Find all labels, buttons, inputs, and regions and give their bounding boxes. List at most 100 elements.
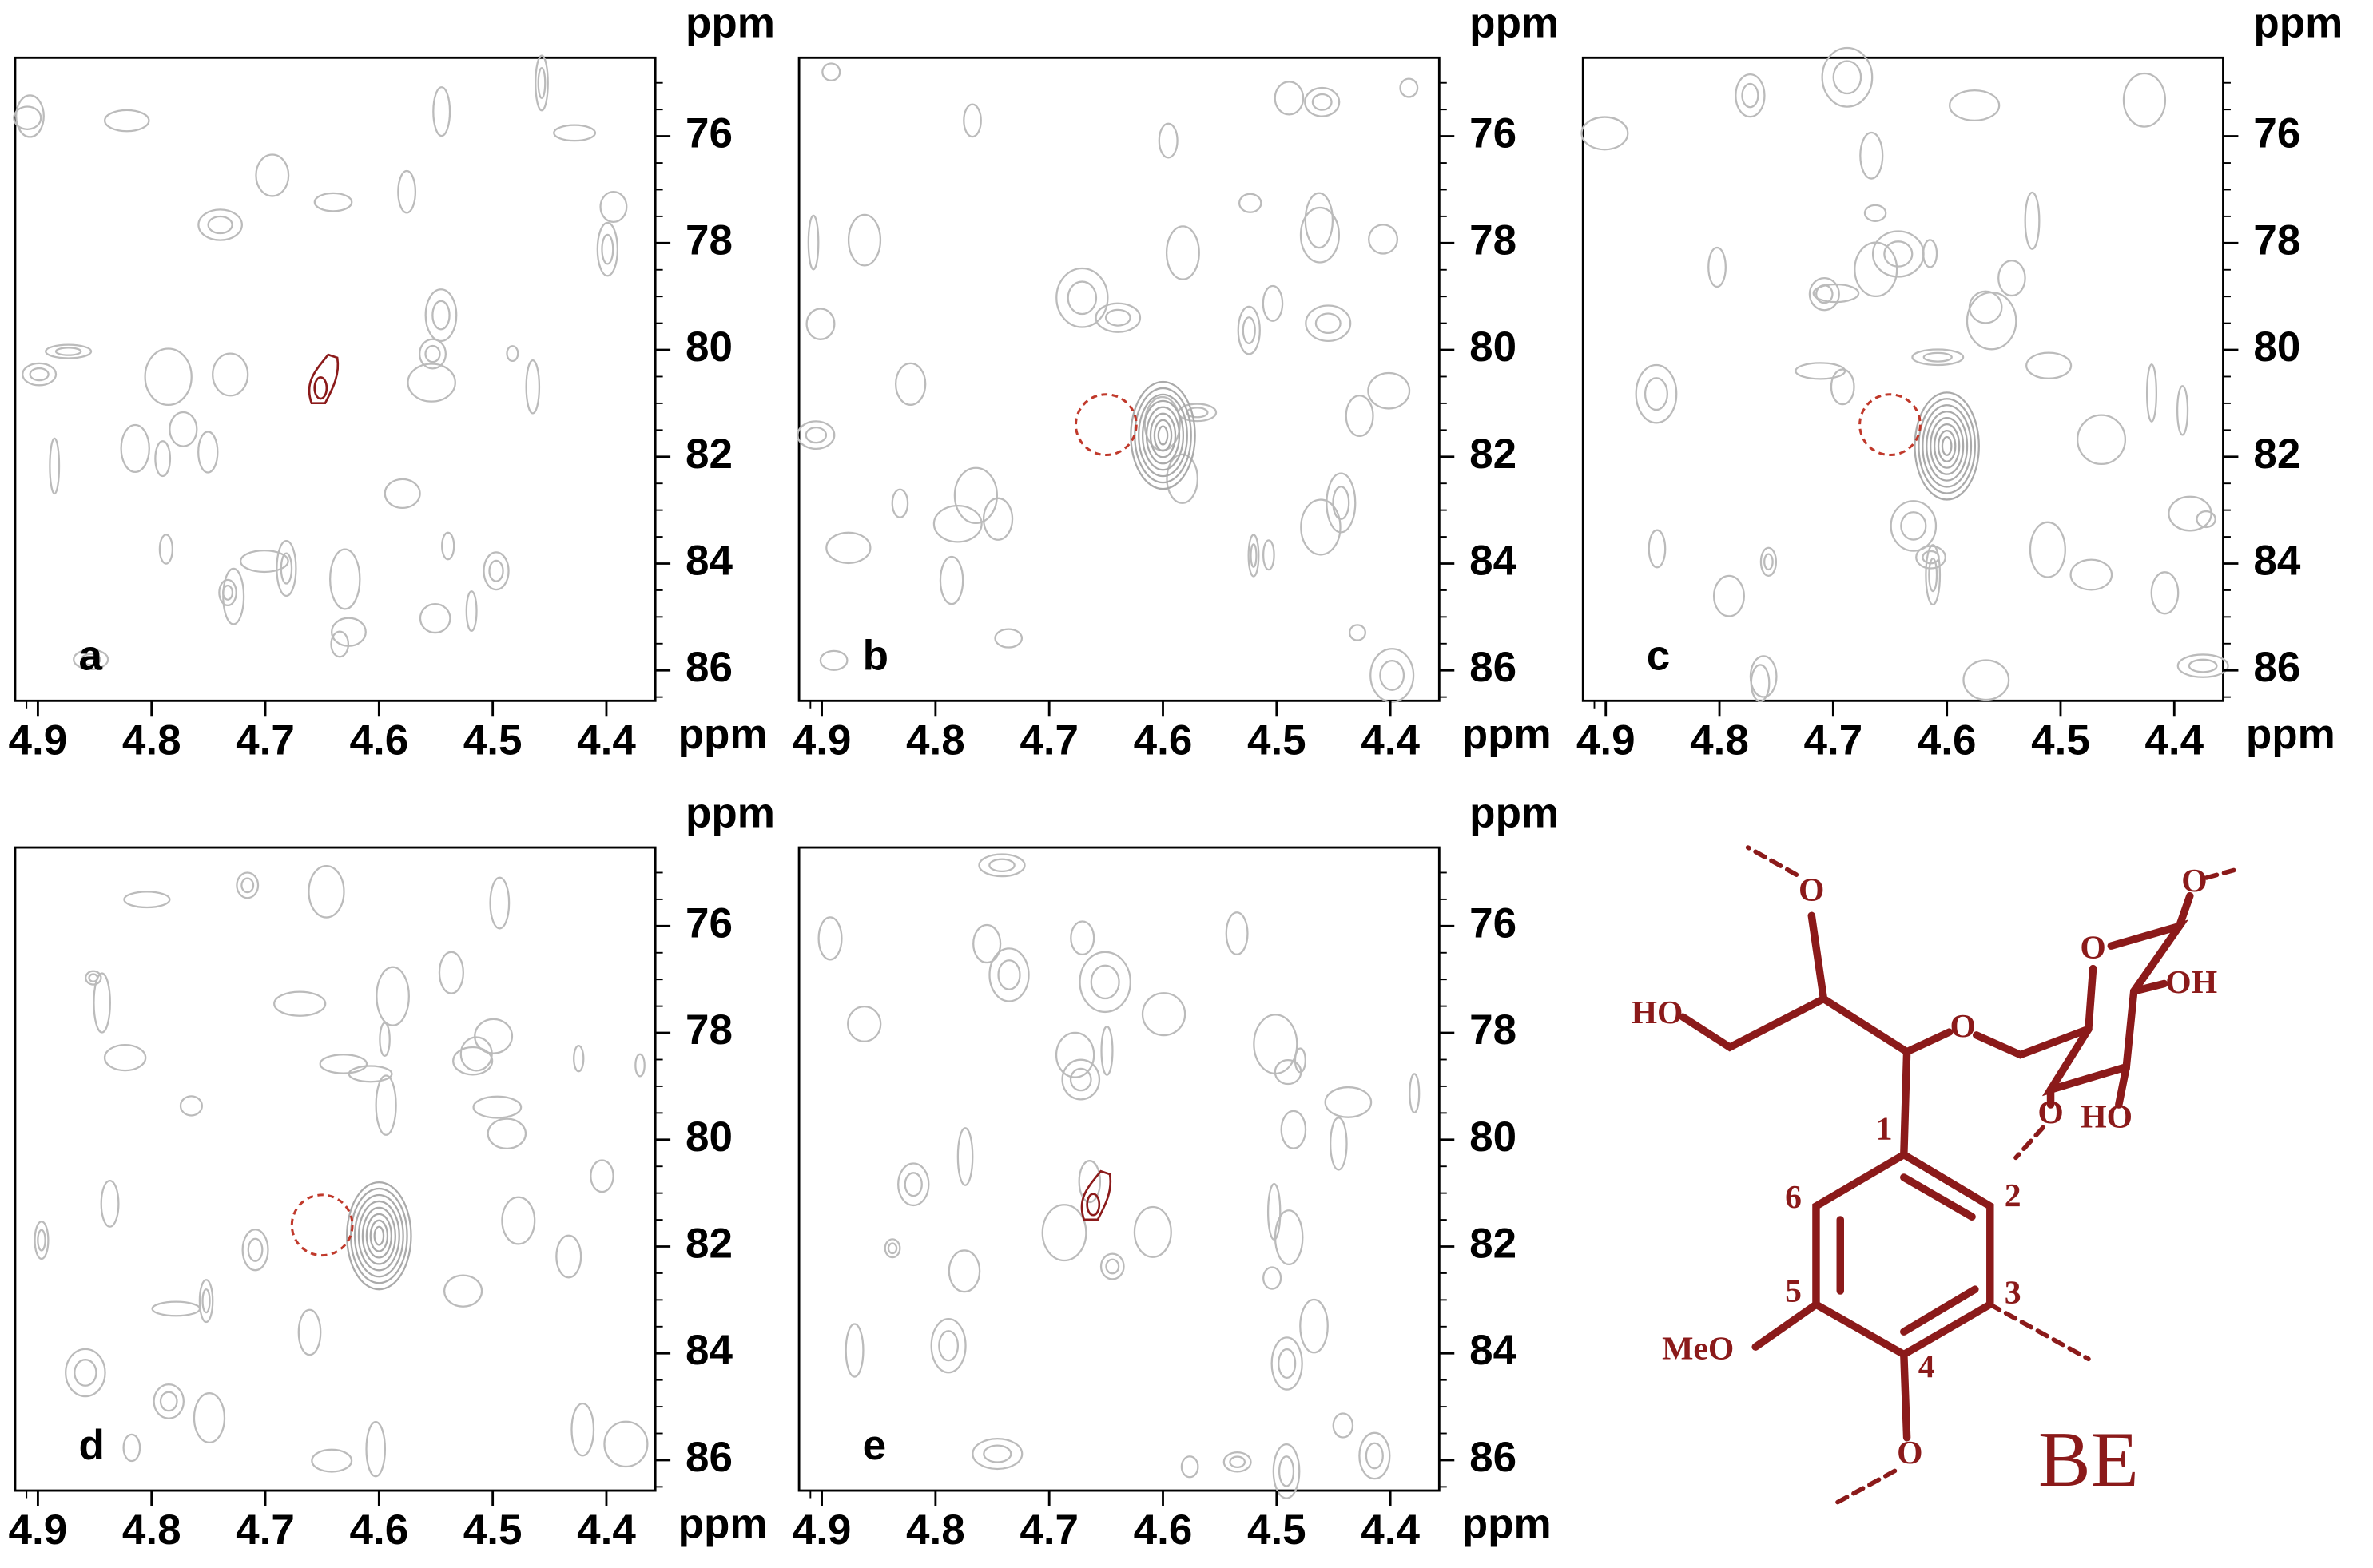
noise-contour <box>1180 1455 1199 1479</box>
noise-contour <box>553 124 597 142</box>
x-tick-label: 4.6 <box>349 1506 408 1554</box>
noise-contour <box>805 426 828 444</box>
noise-contour <box>825 531 872 565</box>
noise-contour <box>313 192 353 212</box>
noise-contour <box>432 86 451 137</box>
structure-label: HO <box>2081 1099 2133 1136</box>
y-axis-label: ppm <box>2253 0 2343 47</box>
noise-contour <box>1278 1455 1295 1487</box>
noise-contour <box>1348 624 1366 641</box>
bond <box>1829 1468 1898 1508</box>
structure <box>1679 845 2236 1508</box>
x-tick-label: 4.4 <box>1361 717 1420 764</box>
panel-label: b <box>863 632 888 679</box>
noise-contour <box>1222 1451 1252 1473</box>
signal-contour <box>313 376 328 400</box>
noise-contour <box>1409 1073 1421 1113</box>
panel-label: c <box>1647 632 1671 679</box>
noise-contour <box>501 1196 536 1245</box>
x-tick-label: 4.5 <box>463 717 523 764</box>
panel-label: a <box>78 632 102 679</box>
noise-contour <box>1095 302 1142 333</box>
bond <box>2085 964 2097 1034</box>
noise-contour <box>847 213 882 267</box>
noise-contour <box>2122 72 2167 128</box>
structure-label: 5 <box>1785 1272 1802 1309</box>
noise-contour <box>2168 495 2212 532</box>
panel: 4.9 4.8 4.7 4.6 4.5 4.4 76 78 80 82 84 86 ppm ppm b <box>793 0 1559 764</box>
noise-contour <box>1369 648 1415 703</box>
x-tick-label: 4.9 <box>9 717 68 764</box>
noise-contour <box>384 478 421 510</box>
noise-contour <box>573 1045 585 1073</box>
noise-contour <box>297 1308 322 1356</box>
peak-contour <box>1937 429 1957 462</box>
noise-contour <box>555 1234 582 1279</box>
noise-contour <box>15 94 45 138</box>
noise-contour <box>2150 571 2180 615</box>
noise-contour <box>1332 486 1350 520</box>
y-tick-label: 76 <box>2253 110 2300 157</box>
peak-contour <box>1926 411 1969 482</box>
noise-contour <box>939 555 964 605</box>
noise-contour <box>1925 544 1942 606</box>
x-tick-label: 4.7 <box>236 717 295 764</box>
x-tick-label: 4.9 <box>9 1506 68 1554</box>
noise-contour <box>151 1300 201 1317</box>
y-tick-label: 80 <box>686 324 733 371</box>
noise-contour <box>634 1053 646 1078</box>
noise-contour <box>930 1317 967 1374</box>
noise-contour <box>1928 557 1938 593</box>
x-tick-label: 4.6 <box>349 717 408 764</box>
noise-contour <box>2025 351 2073 379</box>
peak-contour <box>1145 406 1181 465</box>
noise-contour <box>1808 276 1840 312</box>
noise-contour <box>1863 204 1887 222</box>
noise-contour <box>1997 260 2026 297</box>
bond <box>1973 1025 2093 1059</box>
x-tick-label: 4.8 <box>1690 717 1749 764</box>
noise-contour <box>1266 1182 1282 1241</box>
y-axis-label: ppm <box>686 789 775 836</box>
noise-contour <box>1311 93 1333 111</box>
noise-contour <box>1262 539 1275 571</box>
noise-contour <box>2188 658 2218 673</box>
noise-contour <box>963 103 982 138</box>
noise-contour <box>1949 89 2001 121</box>
y-axis-label: ppm <box>1469 0 1559 47</box>
peak-contour <box>1141 399 1185 471</box>
noise-contour <box>1079 951 1131 1014</box>
noise-contour <box>1158 122 1179 159</box>
noise-contour <box>1274 1059 1302 1086</box>
noise-contour <box>988 858 1016 873</box>
noise-contour <box>1330 1117 1348 1171</box>
noise-contour <box>487 1117 527 1150</box>
noise-contour <box>972 1437 1024 1471</box>
noise-contour <box>85 970 102 986</box>
noise-contour <box>1871 230 1925 278</box>
y-tick-label: 86 <box>1469 644 1516 691</box>
x-axis-label: ppm <box>1462 711 1552 758</box>
x-tick-label: 4.5 <box>463 1506 523 1554</box>
noise-contour <box>2069 558 2113 591</box>
noise-contour <box>1759 546 1778 577</box>
noise-contour <box>483 551 510 591</box>
noise-contour <box>983 1444 1012 1463</box>
y-tick-label: 80 <box>1469 1113 1516 1161</box>
signal <box>346 1181 412 1291</box>
bond <box>1900 1285 1979 1336</box>
noise-contour <box>884 1238 901 1259</box>
structure-label: 3 <box>2005 1274 2021 1311</box>
noise-contour <box>887 1242 898 1255</box>
y-tick-label: 82 <box>1469 1221 1516 1268</box>
noise-contour <box>994 628 1024 649</box>
noise-contour <box>375 1074 397 1136</box>
signal-contour <box>1080 1169 1112 1221</box>
peak-contour <box>357 1200 400 1272</box>
y-tick-label: 80 <box>686 1113 733 1161</box>
structure-label: O <box>2037 1094 2063 1131</box>
noise-contour <box>1968 290 2003 324</box>
noise-contour <box>797 420 836 451</box>
x-tick-label: 4.5 <box>2031 717 2090 764</box>
structure-label: HO <box>1632 994 1683 1031</box>
